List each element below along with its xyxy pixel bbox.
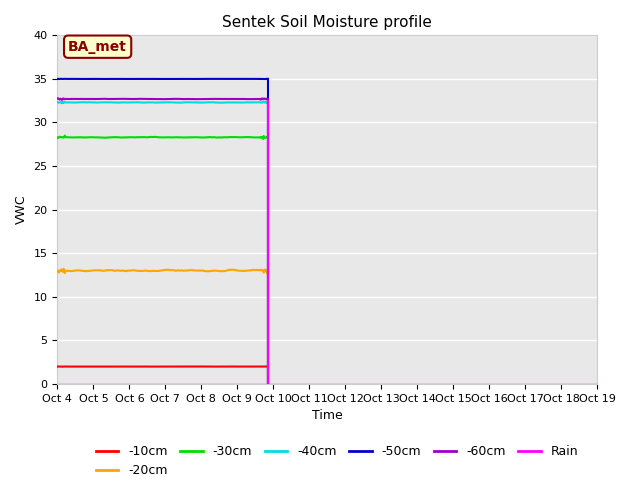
Y-axis label: VWC: VWC (15, 195, 28, 225)
X-axis label: Time: Time (312, 409, 342, 422)
Text: BA_met: BA_met (68, 40, 127, 54)
Legend: -10cm, -20cm, -30cm, -40cm, -50cm, -60cm, Rain: -10cm, -20cm, -30cm, -40cm, -50cm, -60cm… (91, 440, 584, 480)
Title: Sentek Soil Moisture profile: Sentek Soil Moisture profile (222, 15, 432, 30)
